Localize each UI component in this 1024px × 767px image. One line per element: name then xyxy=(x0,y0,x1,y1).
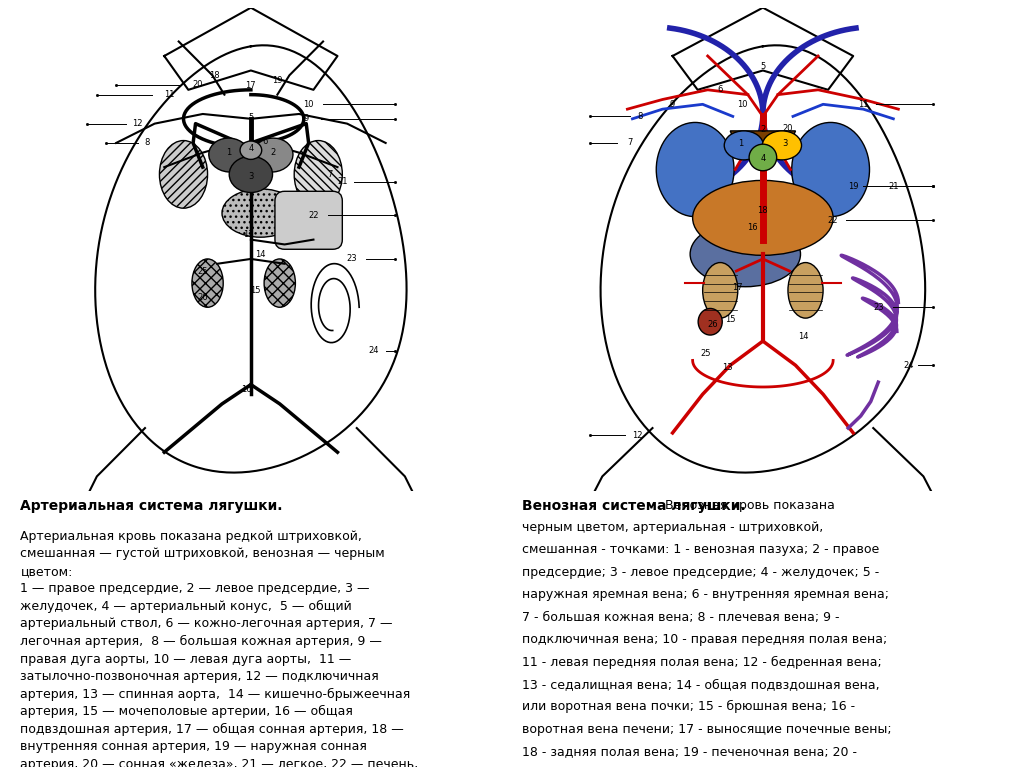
Text: 21: 21 xyxy=(888,182,899,191)
Ellipse shape xyxy=(264,259,295,308)
Text: 11: 11 xyxy=(858,100,868,109)
Text: 1: 1 xyxy=(737,140,743,149)
Text: 25: 25 xyxy=(198,266,208,275)
Text: 10: 10 xyxy=(737,100,749,109)
Text: 21: 21 xyxy=(337,177,347,186)
Polygon shape xyxy=(730,131,796,143)
Text: 11 - левая передняя полая вена; 12 - бедренная вена;: 11 - левая передняя полая вена; 12 - бед… xyxy=(522,656,882,669)
Text: черным цветом, артериальная - штриховкой,: черным цветом, артериальная - штриховкой… xyxy=(522,521,823,534)
Ellipse shape xyxy=(788,262,823,318)
Text: 3: 3 xyxy=(782,140,788,149)
Text: 4: 4 xyxy=(760,154,766,163)
Ellipse shape xyxy=(656,123,734,216)
Text: 13 - седалищная вена; 14 - общая подвздошная вена,: 13 - седалищная вена; 14 - общая подвздо… xyxy=(522,678,880,691)
Text: 18 - задняя полая вена; 19 - печеночная вена; 20 -: 18 - задняя полая вена; 19 - печеночная … xyxy=(522,746,857,759)
Text: или воротная вена почки; 15 - брюшная вена; 16 -: или воротная вена почки; 15 - брюшная ве… xyxy=(522,700,855,713)
Text: Артериальная кровь показана редкой штриховкой,
смешанная — густой штриховкой, ве: Артериальная кровь показана редкой штрих… xyxy=(20,530,419,767)
Text: 13: 13 xyxy=(243,230,254,239)
Text: 12: 12 xyxy=(632,431,643,439)
Text: смешанная - точками: 1 - венозная пазуха; 2 - правое: смешанная - точками: 1 - венозная пазуха… xyxy=(522,543,880,556)
Text: 19: 19 xyxy=(848,182,858,191)
Ellipse shape xyxy=(792,123,869,216)
Text: Артериальная система лягушки.: Артериальная система лягушки. xyxy=(20,499,283,512)
Ellipse shape xyxy=(252,138,293,172)
Text: 3: 3 xyxy=(248,173,254,181)
Text: 12: 12 xyxy=(132,119,143,128)
Text: 20: 20 xyxy=(782,124,794,133)
Text: 7: 7 xyxy=(628,139,633,147)
Text: 26: 26 xyxy=(198,293,208,302)
Ellipse shape xyxy=(750,144,776,171)
Text: 17: 17 xyxy=(246,81,256,91)
Text: 2: 2 xyxy=(760,125,766,134)
Ellipse shape xyxy=(240,141,262,160)
FancyBboxPatch shape xyxy=(274,191,342,249)
Ellipse shape xyxy=(698,308,722,335)
Text: 9: 9 xyxy=(303,114,309,123)
Ellipse shape xyxy=(160,140,208,208)
Ellipse shape xyxy=(294,140,342,208)
Text: 18: 18 xyxy=(758,206,768,215)
Text: 10: 10 xyxy=(303,100,314,109)
Ellipse shape xyxy=(191,259,223,308)
Ellipse shape xyxy=(222,189,299,237)
Text: 8: 8 xyxy=(144,139,151,147)
Text: 18: 18 xyxy=(210,71,220,80)
Text: 7: 7 xyxy=(328,170,333,179)
Text: 15: 15 xyxy=(725,314,735,324)
Ellipse shape xyxy=(690,222,801,287)
Text: воротная вена печени; 17 - выносящие почечные вены;: воротная вена печени; 17 - выносящие поч… xyxy=(522,723,892,736)
Text: Венозная кровь показана: Венозная кровь показана xyxy=(660,499,835,512)
Text: 19: 19 xyxy=(272,76,283,84)
Text: 24: 24 xyxy=(903,360,913,370)
Ellipse shape xyxy=(229,156,272,193)
Text: 6: 6 xyxy=(718,85,723,94)
Text: 5: 5 xyxy=(760,62,766,71)
Text: 7 - большая кожная вена; 8 - плечевая вена; 9 -: 7 - большая кожная вена; 8 - плечевая ве… xyxy=(522,611,840,624)
Ellipse shape xyxy=(702,262,737,318)
Text: Венозная система лягушки.: Венозная система лягушки. xyxy=(522,499,745,512)
Text: 6: 6 xyxy=(262,137,268,146)
Text: 5: 5 xyxy=(248,113,254,122)
Ellipse shape xyxy=(724,131,763,160)
Text: 16: 16 xyxy=(748,223,758,232)
Text: 2: 2 xyxy=(270,148,275,157)
Ellipse shape xyxy=(692,180,834,255)
Text: подключичная вена; 10 - правая передняя полая вена;: подключичная вена; 10 - правая передняя … xyxy=(522,633,888,646)
Text: 16: 16 xyxy=(241,385,251,394)
Text: 9: 9 xyxy=(670,100,675,109)
Text: 23: 23 xyxy=(347,255,357,263)
Text: 23: 23 xyxy=(873,303,884,311)
Text: 13: 13 xyxy=(723,363,733,372)
Text: 15: 15 xyxy=(251,286,261,295)
Text: предсердие; 3 - левое предсердие; 4 - желудочек; 5 -: предсердие; 3 - левое предсердие; 4 - же… xyxy=(522,566,880,579)
Text: 14: 14 xyxy=(255,249,266,258)
Text: 1: 1 xyxy=(226,148,231,157)
Ellipse shape xyxy=(209,138,250,172)
Ellipse shape xyxy=(763,131,802,160)
Text: 14: 14 xyxy=(798,332,808,341)
Text: наружная яремная вена; 6 - внутренняя яремная вена;: наружная яремная вена; 6 - внутренняя яр… xyxy=(522,588,889,601)
Text: 20: 20 xyxy=(193,81,203,90)
Text: 24: 24 xyxy=(369,346,379,355)
Text: 25: 25 xyxy=(700,349,711,357)
Text: 8: 8 xyxy=(637,112,643,121)
Text: 22: 22 xyxy=(827,216,839,225)
Text: 26: 26 xyxy=(708,320,718,329)
Text: 11: 11 xyxy=(164,91,174,99)
Text: 4: 4 xyxy=(248,144,254,153)
Text: 22: 22 xyxy=(308,211,318,220)
Text: 17: 17 xyxy=(732,284,743,292)
